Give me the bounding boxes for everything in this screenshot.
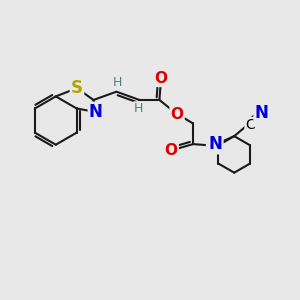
Text: O: O <box>171 107 184 122</box>
Text: N: N <box>208 135 222 153</box>
Text: C: C <box>245 118 255 132</box>
Text: O: O <box>165 143 178 158</box>
Text: N: N <box>255 104 268 122</box>
Text: S: S <box>71 79 83 97</box>
Text: H: H <box>207 133 216 146</box>
Text: N: N <box>89 103 103 121</box>
Text: H: H <box>112 76 122 89</box>
Text: O: O <box>154 71 167 86</box>
Text: H: H <box>134 102 143 115</box>
